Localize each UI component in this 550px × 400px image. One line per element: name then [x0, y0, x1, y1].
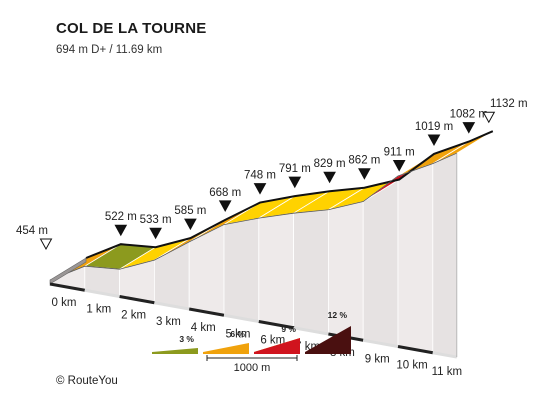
gradient-legend: 3 % 6 % 9 % 12 % 1000 m: [152, 310, 351, 374]
km-base-dash: [362, 338, 399, 348]
elevation-marker-icon: [358, 168, 371, 180]
elevation-marker-icon: [218, 200, 232, 212]
elevation-marker-icon: [427, 134, 441, 146]
km-base-dash: [188, 307, 225, 317]
side-face-segment: [397, 163, 434, 354]
x-tick-label: 2 km: [121, 310, 146, 322]
elevation-marker-icon: [39, 238, 53, 251]
elevation-label: 911 m: [384, 147, 415, 159]
elevation-marker-icon: [184, 218, 197, 231]
km-base-dash: [223, 313, 260, 323]
km-base-dash: [397, 345, 434, 355]
elevation-marker-icon: [323, 171, 336, 184]
elevation-marker-icon: [149, 227, 162, 240]
km-base-dash: [84, 288, 120, 298]
legend-gradient-label: 3 %: [179, 334, 194, 344]
side-face-segment: [432, 152, 458, 358]
elevation-label: 862 m: [348, 155, 380, 167]
elevation-label: 829 m: [314, 158, 346, 170]
x-tick-label: 9 km: [365, 353, 390, 365]
legend-gradient-swatch: [254, 338, 300, 354]
legend-gradient-swatch: [152, 348, 198, 354]
elevation-label: 791 m: [279, 163, 311, 175]
elevation-label: 585 m: [174, 205, 206, 217]
side-face-segment: [223, 217, 260, 322]
elevation-label: 748 m: [244, 170, 276, 182]
legend-gradient-label: 12 %: [328, 310, 348, 320]
legend-gradient-label: 9 %: [281, 324, 296, 334]
chart-title: COL DE LA TOURNE: [56, 20, 207, 37]
x-tick-label: 0 km: [52, 297, 77, 309]
elevation-marker-icon: [392, 160, 406, 172]
x-tick-label: 10 km: [396, 360, 427, 372]
elevation-label: 522 m: [105, 211, 137, 223]
elevation-marker-icon: [288, 176, 302, 189]
legend-gradient-swatch: [203, 343, 249, 354]
elevation-label: 454 m: [16, 225, 48, 237]
side-face-segment: [362, 175, 399, 347]
profile-front-edge: [49, 152, 457, 281]
side-face-segment: [293, 209, 329, 335]
x-tick-label: 5 km: [226, 328, 251, 340]
legend-gradient-label: 6 %: [230, 329, 245, 339]
elevation-label: 1082 m: [450, 109, 488, 121]
km-base-dash: [49, 282, 86, 292]
profile-ridge-line: [85, 130, 494, 259]
elevation-marker-icon: [253, 183, 267, 195]
x-tick-label: 4 km: [191, 322, 216, 334]
chart-subtitle: 694 m D+ / 11.69 km: [56, 44, 163, 56]
km-base-dash: [258, 320, 294, 330]
side-face-segment: [258, 212, 295, 329]
elevation-marker-icon: [462, 122, 476, 134]
x-tick-label: 11 km: [432, 366, 462, 378]
elevation-marker-icon: [482, 111, 496, 124]
elevation-label: 533 m: [140, 214, 172, 226]
copyright-label: © RouteYou: [56, 375, 118, 387]
elevation-label: 668 m: [209, 187, 241, 199]
legend-gradient-swatch: [305, 326, 351, 354]
elevation-marker-icon: [114, 224, 128, 237]
km-base-dash: [154, 301, 190, 311]
x-tick-label: 3 km: [156, 316, 181, 328]
x-tick-label: 1 km: [86, 303, 111, 315]
elevation-label: 1019 m: [415, 121, 453, 133]
km-base-dash: [293, 326, 329, 336]
start-end-cap: [49, 257, 87, 285]
km-base-dash: [432, 351, 458, 359]
x-tick-label: 6 km: [260, 335, 285, 347]
elevation-label: 1132 m: [490, 98, 528, 110]
legend-scale-label: 1000 m: [234, 362, 271, 374]
km-base-dash: [119, 295, 155, 305]
